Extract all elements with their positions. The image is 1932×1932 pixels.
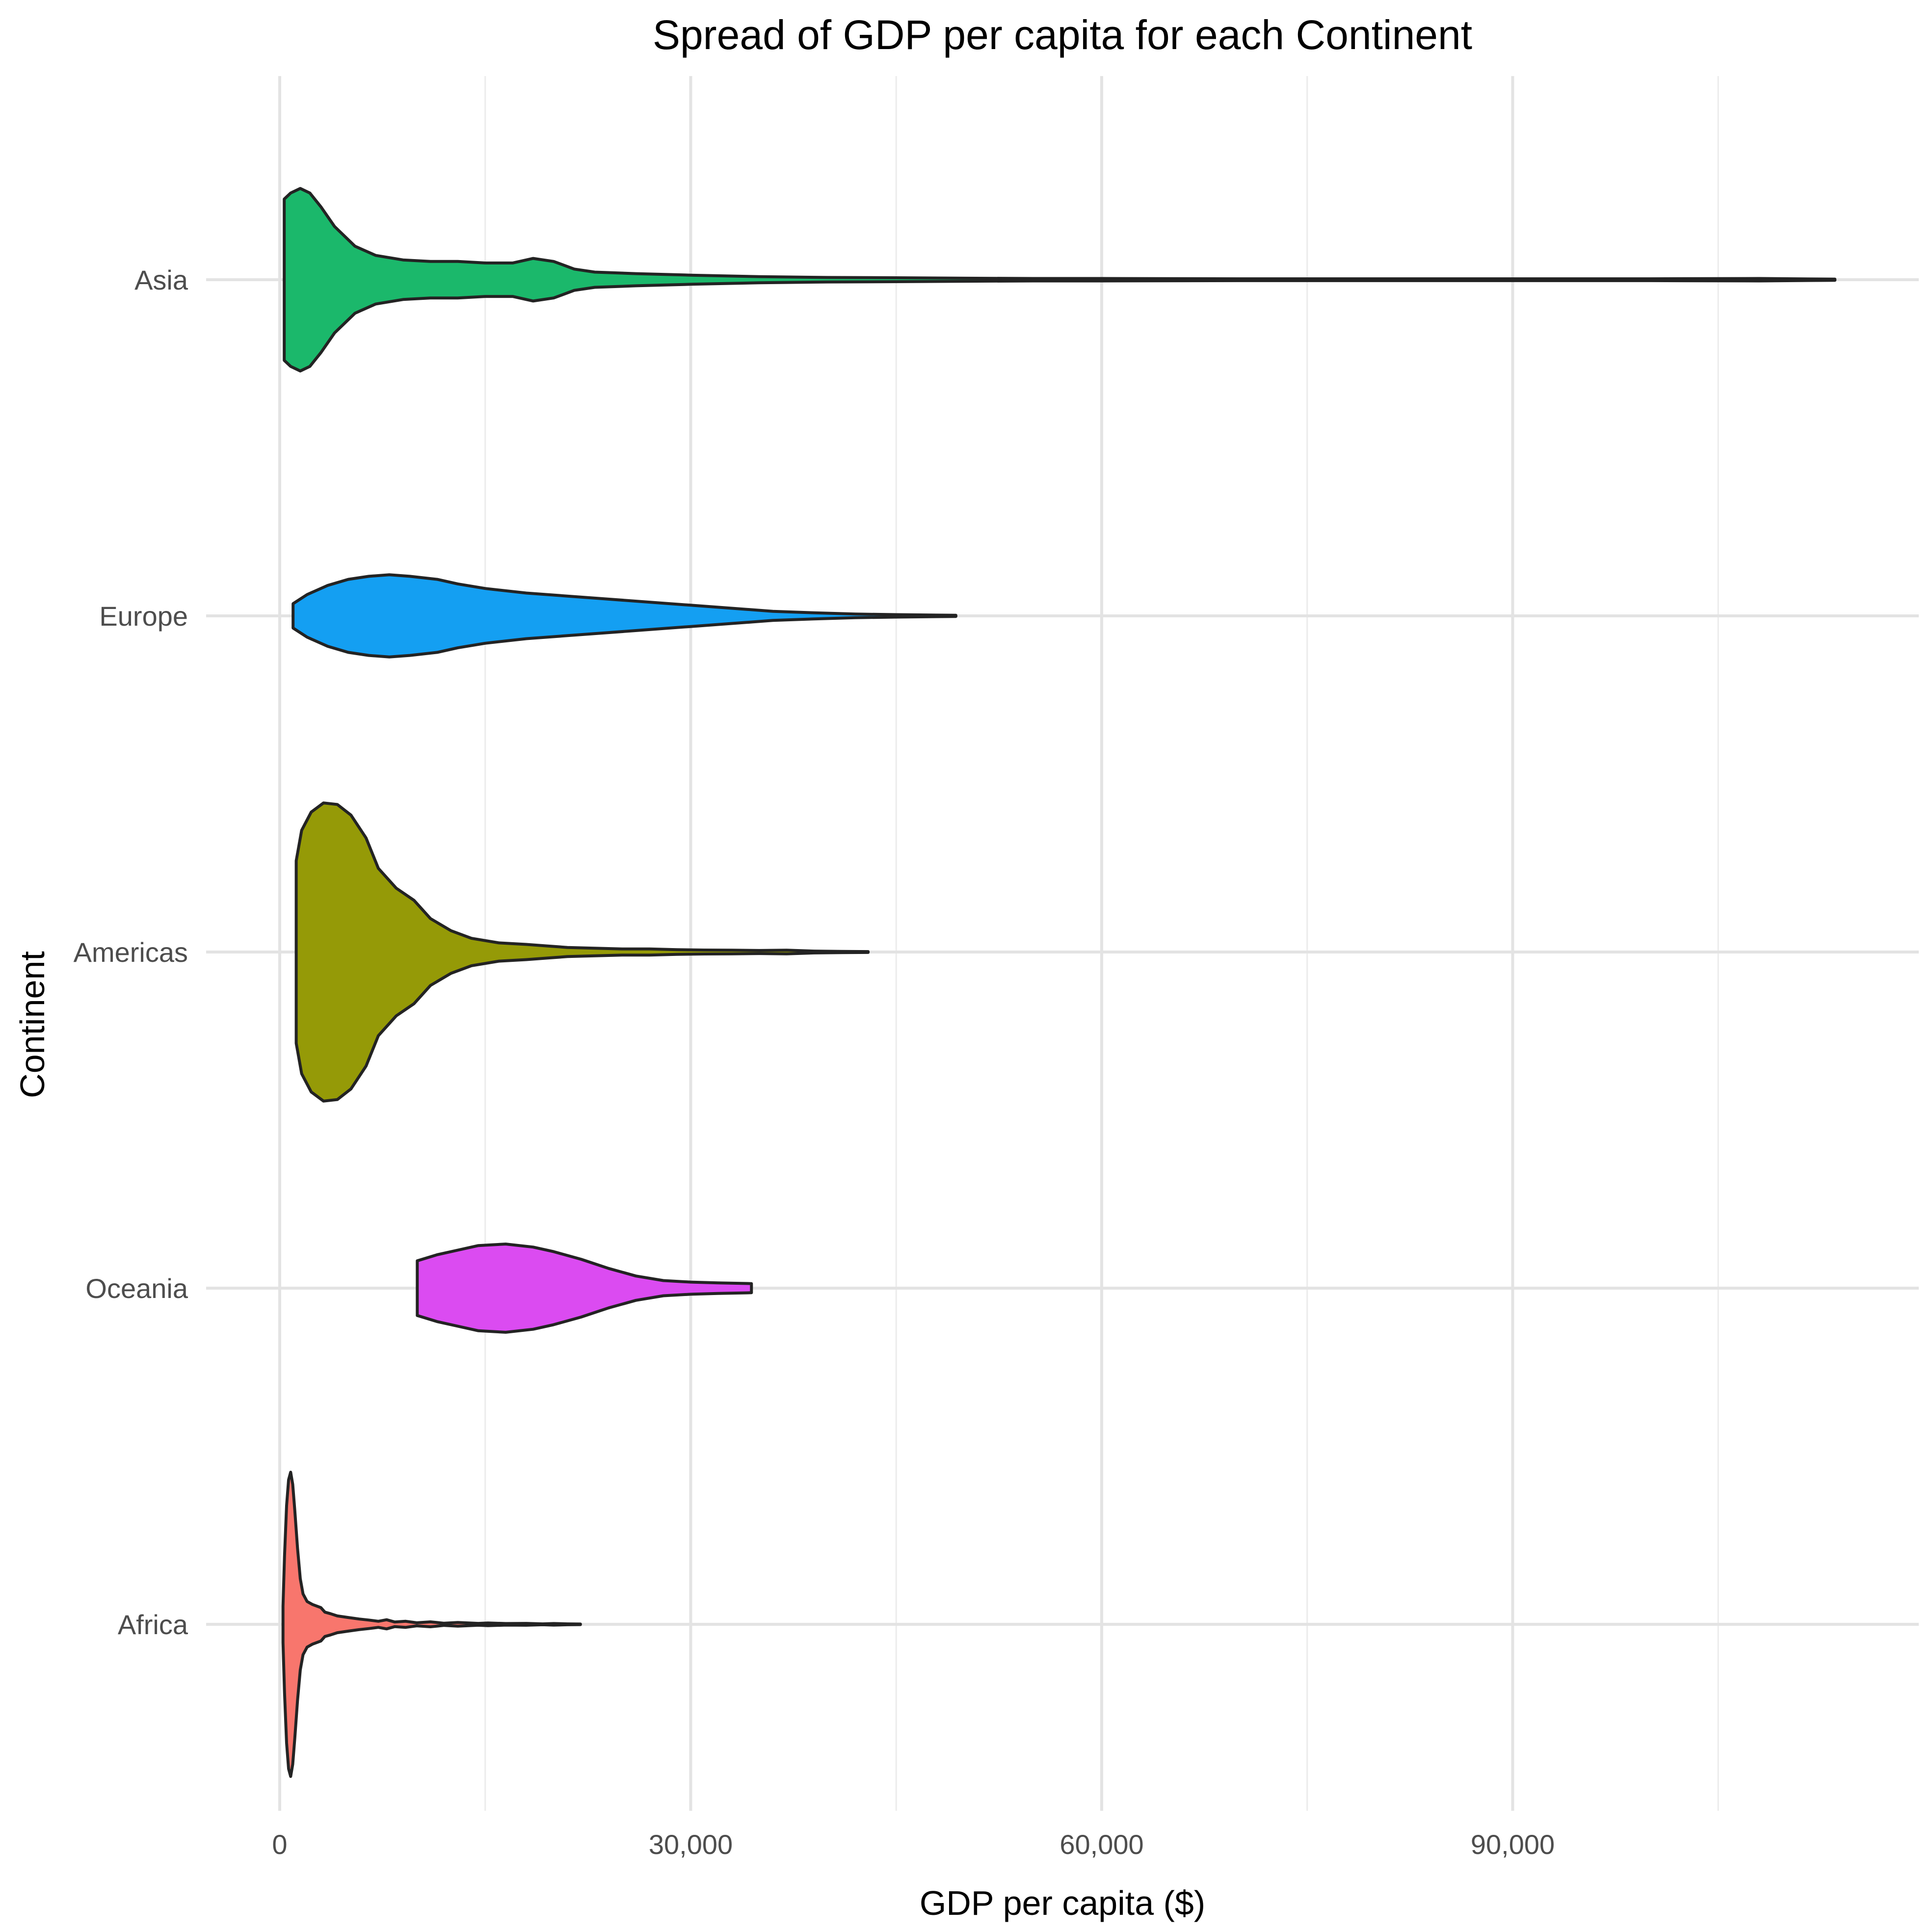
violin-oceania xyxy=(416,1243,753,1334)
x-tick-label: 60,000 xyxy=(1059,1829,1143,1860)
violins xyxy=(281,187,1837,1778)
y-tick-label: Africa xyxy=(118,1609,188,1640)
y-axis-ticks: Africa Oceania Americas Europe Asia xyxy=(74,265,188,1640)
violin-asia xyxy=(283,187,1837,372)
y-tick-label: Europe xyxy=(99,601,188,632)
y-axis-title: Continent xyxy=(13,951,52,1098)
x-tick-label: 90,000 xyxy=(1471,1829,1555,1860)
y-tick-label: Asia xyxy=(134,265,188,295)
x-tick-label: 0 xyxy=(272,1829,287,1860)
chart-title: Spread of GDP per capita for each Contin… xyxy=(653,12,1472,58)
x-axis-title: GDP per capita ($) xyxy=(920,1884,1205,1922)
violin-africa xyxy=(281,1471,582,1778)
x-axis-ticks: 0 30,000 60,000 90,000 xyxy=(272,1829,1555,1860)
y-tick-label: Americas xyxy=(74,937,188,968)
x-tick-label: 30,000 xyxy=(649,1829,733,1860)
y-tick-label: Oceania xyxy=(85,1273,188,1304)
violin-americas xyxy=(294,801,870,1103)
violin-europe xyxy=(291,573,957,659)
